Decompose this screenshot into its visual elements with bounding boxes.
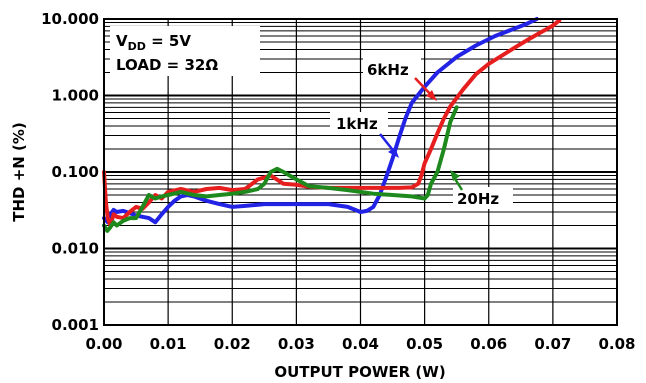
x-tick-label: 0.01 [150,335,187,353]
series-line-1khz [102,17,539,225]
annotation-6khz-bg [363,58,421,80]
annotation-20hz-label: 20Hz [457,190,499,208]
x-tick-label: 0.07 [534,335,571,353]
y-tick-label: 1.000 [52,87,99,105]
plot-frame [103,18,618,326]
y-tick-label: 0.010 [52,240,99,258]
annotation-1khz: 1kHz [330,112,388,134]
vdd-label: VDD = 5V [116,32,191,53]
annotation-6khz-label: 6kHz [367,61,409,79]
x-axis-label: OUTPUT POWER (W) [274,363,445,381]
y-axis-label: THD +N (%) [10,122,28,222]
condition-box-bg [110,26,260,76]
arrowhead-20hz [450,170,460,181]
arrowhead-1khz [388,147,399,158]
x-tick-label: 0.00 [85,335,122,353]
y-tick-label: 10.000 [41,10,99,28]
tick-labels: 0.00 0.01 0.02 0.03 0.04 0.05 0.06 0.07 0.08 0.00… [41,10,635,353]
arrowhead-6khz [426,90,437,101]
annotation-1khz-bg [330,112,388,134]
series-line-6khz [102,18,562,228]
load-label: LOAD = 32Ω [116,56,218,74]
x-tick-label: 0.05 [406,335,443,353]
annotation-20hz-bg [453,187,513,209]
annotation-6khz: 6kHz [363,58,421,80]
annotation-20hz: 20Hz [453,187,513,209]
y-tick-label: 0.100 [52,163,99,181]
y-tick-label: 0.001 [52,316,99,334]
x-tick-label: 0.02 [214,335,251,353]
x-tick-label: 0.03 [278,335,315,353]
x-tick-label: 0.06 [470,335,507,353]
condition-box: VDD = 5V LOAD = 32Ω [110,26,260,76]
annotation-1khz-label: 1kHz [336,115,378,133]
series-lines [102,17,562,233]
x-tick-label: 0.08 [598,335,635,353]
x-tick-label: 0.04 [342,335,379,353]
series-line-20hz [102,105,459,233]
